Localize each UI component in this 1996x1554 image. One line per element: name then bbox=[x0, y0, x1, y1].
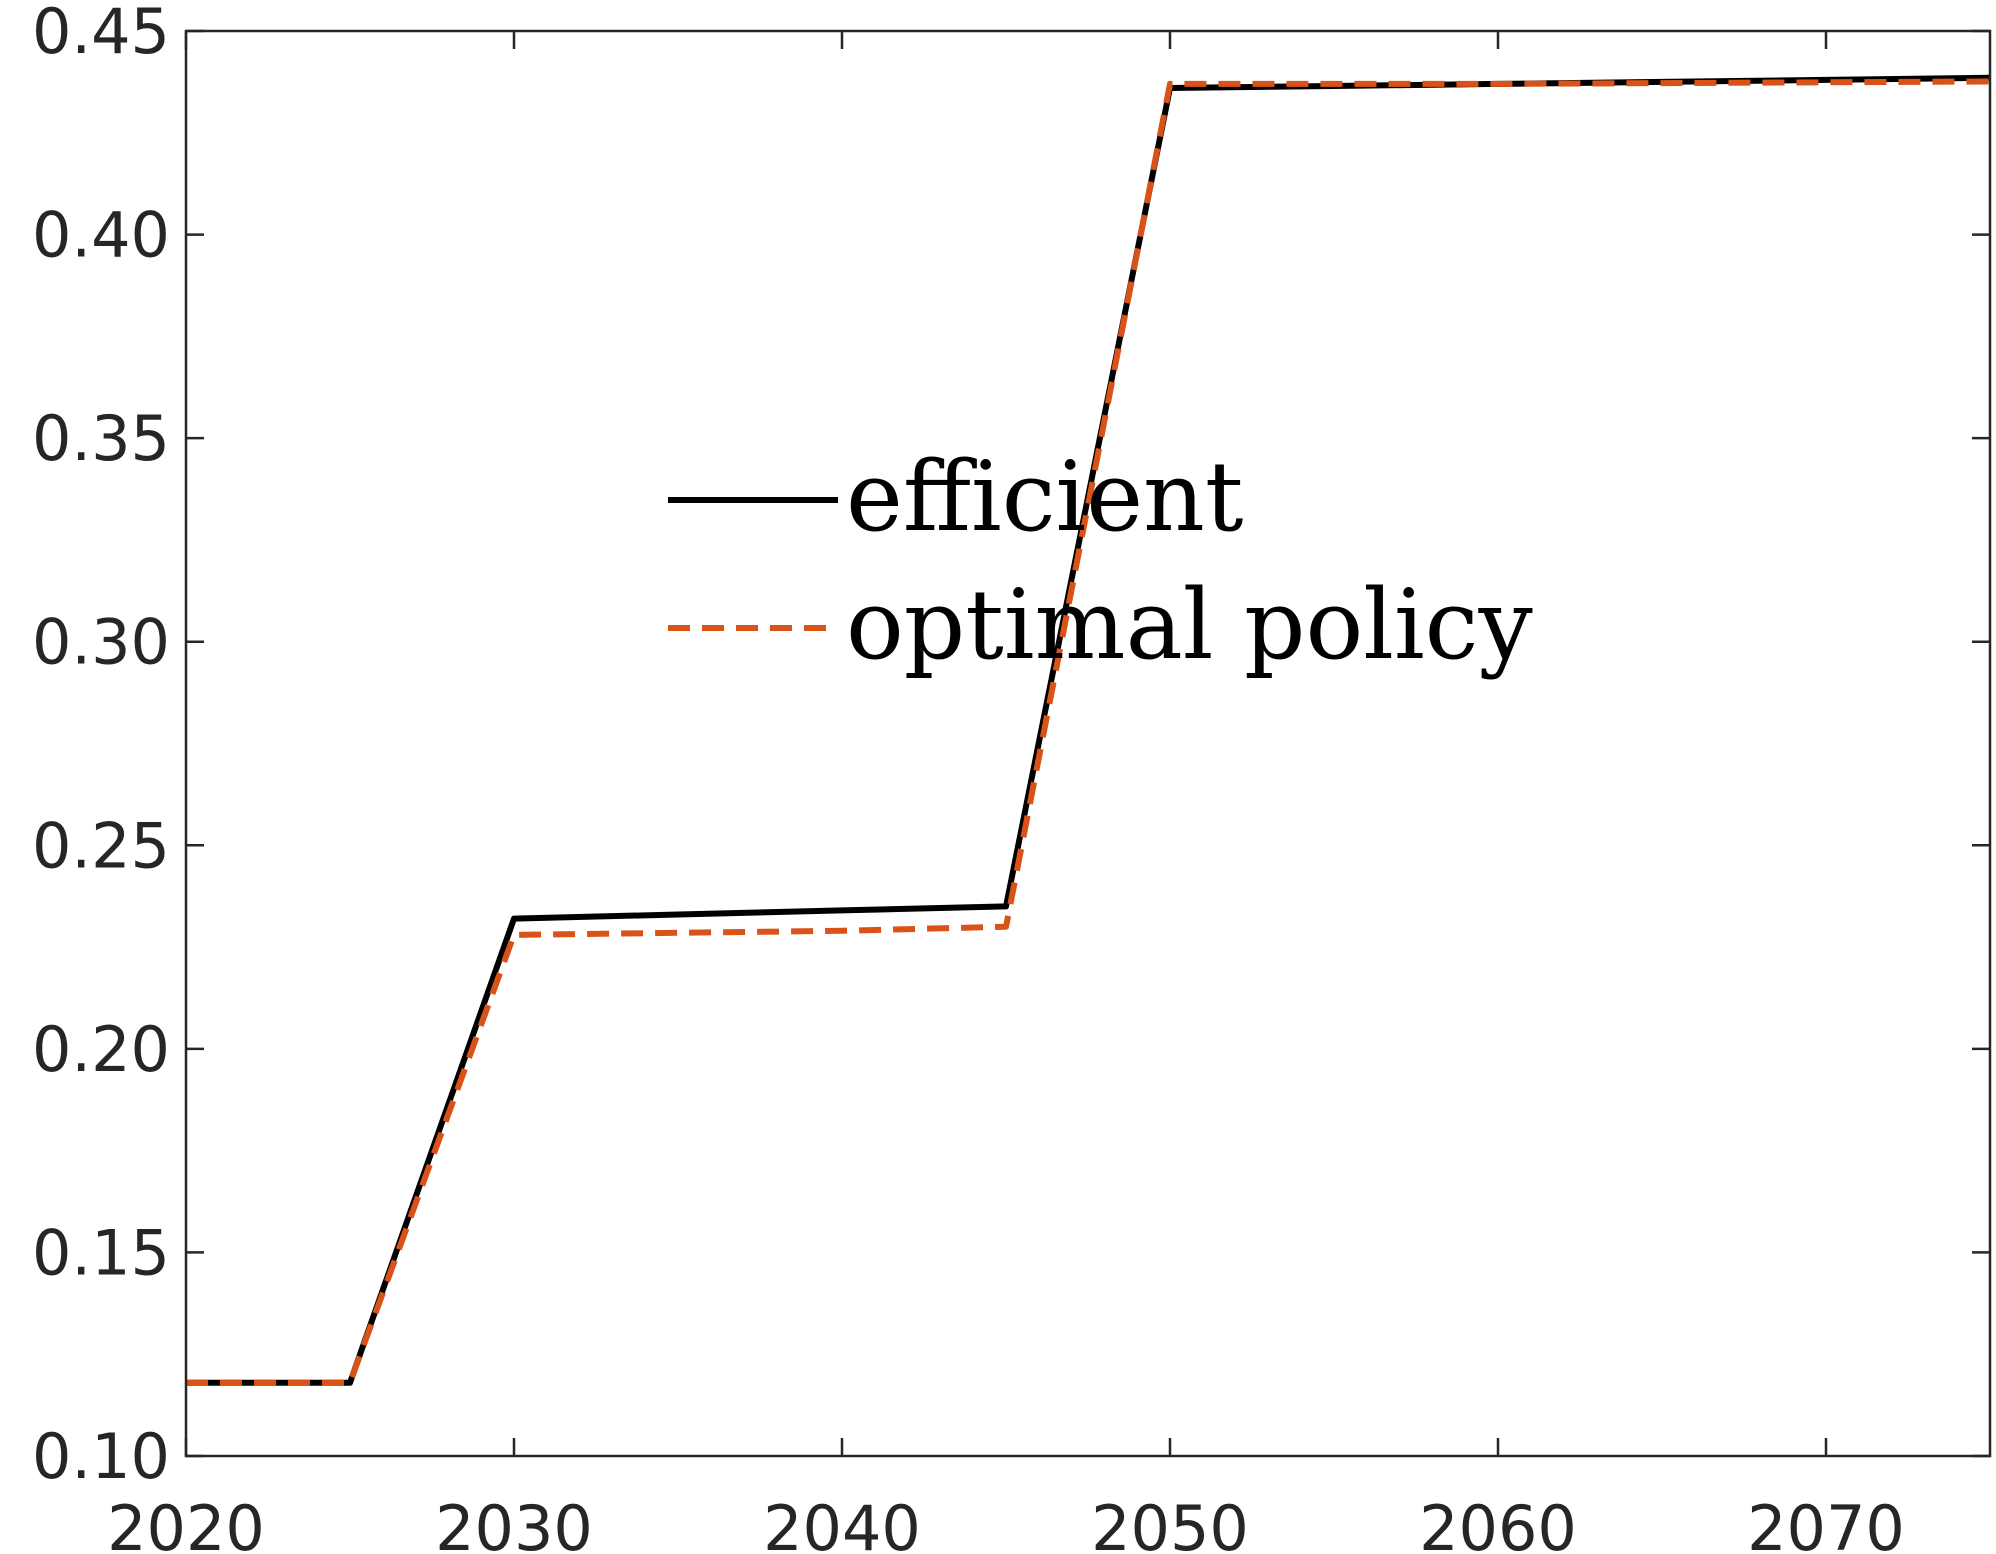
legend: efficient optimal policy bbox=[668, 441, 1533, 681]
series-layer bbox=[186, 74, 1991, 1386]
y-tick-label: 0.20 bbox=[32, 1013, 170, 1086]
axes-box bbox=[184, 29, 1992, 1458]
y-tick-label: 0.10 bbox=[32, 1420, 170, 1493]
x-tick-label: 2050 bbox=[1091, 1492, 1249, 1554]
y-tick-label: 0.15 bbox=[32, 1216, 170, 1289]
x-tick-label: 2020 bbox=[107, 1492, 265, 1554]
x-tick-label: 2030 bbox=[435, 1492, 593, 1554]
series-line-1 bbox=[186, 78, 1991, 1386]
y-tick-label: 0.40 bbox=[32, 199, 170, 272]
x-tick-label: 2070 bbox=[1747, 1492, 1905, 1554]
legend-label-1: optimal policy bbox=[846, 569, 1533, 681]
x-tick-label: 2040 bbox=[763, 1492, 921, 1554]
legend-label-0: efficient bbox=[846, 441, 1243, 553]
y-tick-label: 0.45 bbox=[32, 0, 170, 68]
x-tick-label: 2060 bbox=[1419, 1492, 1577, 1554]
y-tick-label: 0.35 bbox=[32, 402, 170, 475]
axes-layer: 2020 2030 2040 2050 2060 2070 0.10 0.15 0.20 0.25… bbox=[32, 0, 1992, 1554]
y-tick-label: 0.25 bbox=[32, 809, 170, 882]
y-tick-label: 0.30 bbox=[32, 606, 170, 679]
